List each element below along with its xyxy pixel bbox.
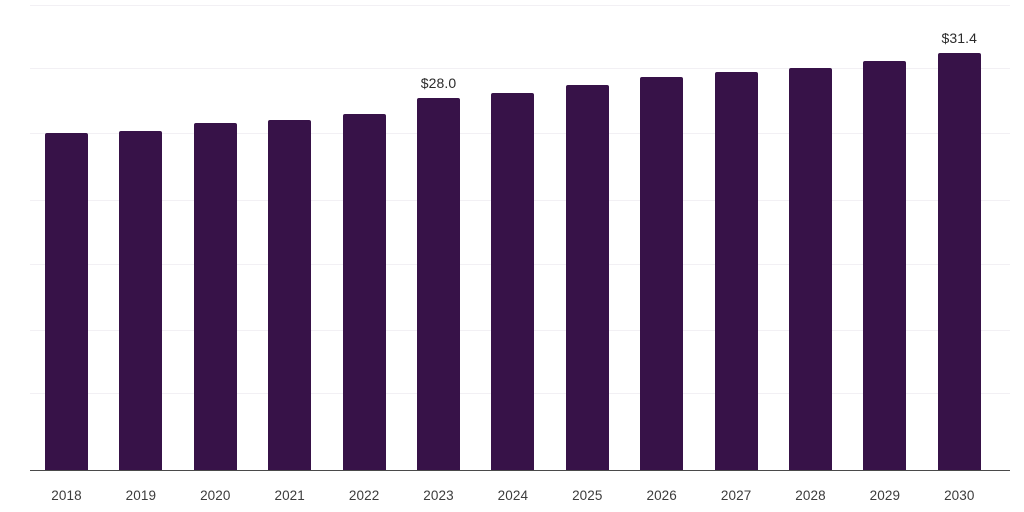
bar-group[interactable] <box>193 123 237 470</box>
bar[interactable] <box>342 114 386 470</box>
x-axis-tick-label: 2018 <box>51 488 82 503</box>
x-axis-tick-label: 2020 <box>200 488 231 503</box>
bar[interactable] <box>491 92 535 470</box>
bar-group[interactable] <box>119 131 163 470</box>
x-axis-tick-label: 2029 <box>869 488 901 503</box>
bar-group[interactable] <box>640 77 684 470</box>
bar-group[interactable]: $28.0 <box>417 75 460 470</box>
bar-group[interactable] <box>45 132 88 470</box>
x-axis-line <box>30 470 1010 471</box>
bar[interactable] <box>789 67 832 470</box>
bar[interactable] <box>193 123 237 470</box>
x-axis-tick-label: 2024 <box>497 488 529 503</box>
x-axis-tick-label: 2019 <box>125 488 157 503</box>
x-axis-tick-label: 2023 <box>423 488 454 503</box>
bar[interactable] <box>268 119 312 470</box>
bar[interactable] <box>45 132 88 470</box>
bar[interactable] <box>640 77 684 470</box>
bar-group[interactable] <box>491 92 535 470</box>
bar-value-label: $28.0 <box>420 75 457 92</box>
bar-group[interactable] <box>268 119 312 470</box>
x-axis-tick-label: 2028 <box>795 488 826 503</box>
bar-group[interactable] <box>789 67 832 470</box>
bar-group[interactable] <box>863 61 907 470</box>
x-axis-tick-label: 2030 <box>944 488 975 503</box>
x-axis-tick-label: 2022 <box>348 488 380 503</box>
x-axis-labels: 2018 2019 2020 2021 2022 2023 2024 2025 2026 2027… <box>0 471 1024 512</box>
bar[interactable] <box>565 84 609 470</box>
gridline <box>30 5 1010 6</box>
bar[interactable] <box>119 131 163 470</box>
bar-group[interactable] <box>565 84 609 470</box>
x-axis-tick-label: 2025 <box>572 488 603 503</box>
bar-value-label: $31.4 <box>941 30 978 47</box>
x-axis-tick-label: 2027 <box>720 488 752 503</box>
bar-group[interactable] <box>714 71 758 470</box>
bar-group[interactable]: $31.4 <box>937 30 981 470</box>
x-axis-tick-label: 2026 <box>646 488 677 503</box>
bar[interactable] <box>937 53 981 470</box>
bar[interactable] <box>714 71 758 470</box>
x-axis-tick-label: 2021 <box>274 488 305 503</box>
bar[interactable] <box>863 61 907 470</box>
bars-layer: $28.0 $31.4 <box>45 30 981 470</box>
gridline <box>30 68 1010 69</box>
bar-group[interactable] <box>342 114 386 470</box>
bar[interactable] <box>417 98 460 470</box>
